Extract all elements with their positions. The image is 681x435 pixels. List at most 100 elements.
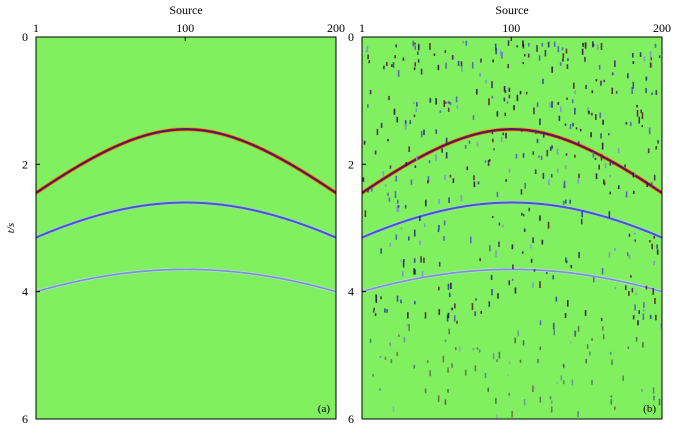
noise-spike: [404, 120, 407, 127]
noise-spike: [500, 136, 503, 143]
noise-spike: [438, 286, 440, 291]
noise-spike: [420, 130, 423, 138]
noise-spike: [600, 317, 603, 322]
noise-spike: [448, 292, 451, 297]
noise-spike: [454, 303, 456, 309]
noise-spike: [622, 375, 624, 381]
noise-spike: [433, 53, 436, 56]
noise-spike: [495, 250, 497, 257]
noise-spike: [631, 87, 633, 94]
noise-spike: [462, 40, 465, 44]
noise-spike: [653, 260, 655, 266]
noise-spike: [533, 107, 535, 115]
noise-spike: [498, 351, 501, 359]
noise-spike: [552, 275, 555, 280]
noise-spike: [392, 62, 395, 68]
noise-spike: [435, 154, 437, 162]
noise-spike: [427, 176, 430, 183]
noise-spike: [658, 55, 661, 58]
noise-spike: [533, 269, 536, 272]
noise-spike: [614, 247, 616, 252]
noise-spike: [396, 199, 399, 204]
noise-spike: [395, 175, 397, 182]
noise-spike: [522, 153, 525, 158]
noise-spike: [527, 53, 530, 58]
noise-spike: [595, 79, 598, 82]
noise-spike: [592, 151, 595, 158]
noise-spike: [528, 42, 530, 47]
noise-spike: [507, 64, 509, 69]
noise-spike: [552, 322, 555, 329]
noise-spike: [447, 107, 450, 112]
noise-spike: [424, 199, 427, 207]
noise-spike: [522, 340, 525, 346]
noise-spike: [562, 58, 564, 62]
noise-spike: [501, 51, 503, 59]
y-tick-label: 2: [22, 157, 28, 171]
noise-spike: [455, 96, 458, 103]
noise-spike: [368, 60, 371, 64]
noise-spike: [632, 190, 635, 194]
noise-spike: [469, 236, 472, 244]
noise-spike: [535, 129, 537, 134]
noise-spike: [448, 197, 450, 203]
noise-spike: [375, 294, 377, 301]
noise-spike: [380, 122, 383, 128]
noise-spike: [536, 102, 539, 108]
noise-spike: [412, 40, 414, 47]
noise-spike: [424, 312, 427, 319]
noise-spike: [558, 115, 561, 121]
noise-spike: [439, 110, 442, 113]
noise-spike: [362, 177, 365, 182]
noise-spike: [495, 397, 497, 404]
noise-spike: [549, 396, 552, 400]
noise-spike: [608, 252, 611, 258]
noise-spike: [520, 129, 523, 132]
noise-spike: [479, 258, 481, 262]
panel-a-x-tick-labels: 1 100 200: [33, 21, 345, 35]
noise-spike: [435, 98, 437, 105]
noise-spike: [388, 197, 391, 202]
noise-spike: [657, 140, 659, 144]
noise-spike: [598, 64, 601, 70]
noise-spike: [437, 229, 440, 233]
noise-spike: [557, 45, 560, 53]
noise-spike: [618, 185, 620, 190]
y-tick-label: 2: [348, 157, 354, 171]
noise-spike: [402, 260, 405, 268]
noise-spike: [610, 395, 613, 398]
noise-spike: [477, 181, 480, 185]
noise-spike: [642, 342, 644, 348]
noise-spike: [363, 140, 366, 145]
noise-spike: [656, 244, 658, 249]
noise-spike: [635, 292, 637, 295]
noise-spike: [443, 100, 446, 107]
noise-spike: [574, 90, 577, 95]
noise-spike: [638, 116, 641, 124]
noise-spike: [545, 271, 548, 275]
noise-spike: [505, 132, 507, 139]
noise-spike: [492, 138, 494, 143]
noise-spike: [577, 178, 580, 184]
noise-spike: [386, 309, 388, 313]
noise-spike: [603, 79, 606, 83]
noise-spike: [652, 387, 655, 394]
noise-spike: [496, 359, 498, 362]
noise-spike: [592, 43, 595, 47]
noise-spike: [577, 141, 580, 146]
noise-spike: [574, 107, 576, 115]
noise-spike: [400, 259, 402, 262]
noise-spike: [551, 145, 553, 149]
noise-spike: [388, 95, 390, 101]
noise-spike: [397, 204, 400, 212]
noise-spike: [512, 264, 514, 270]
noise-spike: [461, 65, 463, 72]
noise-spike: [451, 55, 454, 60]
noise-spike: [450, 282, 452, 290]
noise-spike: [401, 270, 404, 277]
noise-spike: [493, 148, 495, 151]
noise-spike: [574, 330, 577, 337]
noise-spike: [650, 57, 653, 61]
noise-spike: [502, 132, 505, 136]
noise-spike: [523, 398, 526, 406]
